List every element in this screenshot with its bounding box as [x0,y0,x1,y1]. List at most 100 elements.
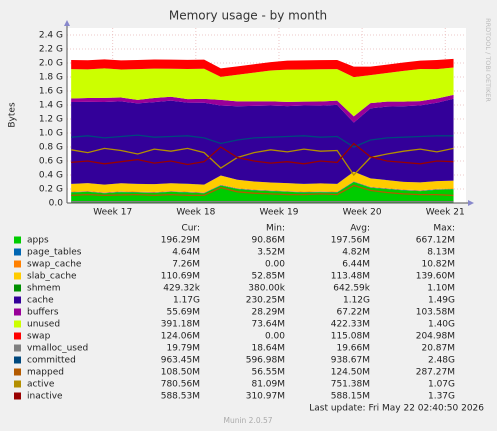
legend-stat: 287.27M [416,368,455,378]
y-tick-label: 1.8 G [39,73,63,83]
y-tick-label: 2.4 G [39,31,63,41]
legend-stat: 20.87M [421,344,455,354]
legend-swatch [14,272,21,280]
y-tick-label: 1.6 G [39,87,63,97]
legend-stat: 196.29M [161,236,200,246]
y-tick-label: 2.2 G [39,45,63,55]
legend-stat: 1.17G [173,296,200,306]
legend-stat: 310.97M [246,392,285,402]
legend-stat: 10.82M [421,260,455,270]
y-tick-label: 1.4 G [39,101,63,111]
legend-stat: 1.49G [428,296,455,306]
side-text: RRDTOOL / TOBI OETIKER [484,18,492,102]
legend-swatch [14,308,21,316]
lines [71,134,454,203]
line-series [71,147,454,177]
legend-swatch [14,356,21,364]
legend-label: mapped [27,368,64,378]
footer: Munin 2.0.57 [223,416,272,425]
legend-stat: 1.37G [428,392,455,402]
legend-label: active [27,380,55,390]
legend-swatch [14,380,21,388]
legend-stat: 380.00k [248,284,285,294]
y-tick-label: 2.0 G [39,59,63,69]
legend-swatch [14,320,21,328]
legend-stat: 1.10M [427,284,455,294]
legend-label: inactive [27,392,63,402]
legend-stat: 124.50M [331,368,370,378]
y-axis-label: Bytes [8,102,18,128]
legend-label: cache [27,296,54,306]
legend-stat: 422.33M [331,320,370,330]
stacked-area [71,67,454,117]
legend-stat: 642.59k [333,284,370,294]
legend-stat: 3.52M [257,248,285,258]
x-tick-label: Week 19 [259,208,298,218]
legend-stat: 8.13M [427,248,455,258]
legend-stat: 115.08M [331,332,370,342]
legend-stat: 588.53M [161,392,200,402]
legend-stat: 139.60M [416,272,455,282]
y-tick-label: 0.8 G [39,143,63,153]
legend-swatch [14,332,21,340]
legend-stat: 4.82M [342,248,370,258]
line-series [71,142,454,166]
legend-swatch [14,260,21,268]
areas [71,58,454,203]
legend-swatch [14,344,21,352]
stacked-area [71,58,454,78]
y-tick-label: 1.2 G [39,115,63,125]
chart-title: Memory usage - by month [169,9,327,23]
y-tick-label: 0.2 G [39,185,63,195]
legend-stat: 0.00 [265,260,285,270]
legend-swatch [14,284,21,292]
x-axis-arrow [468,200,474,206]
legend-stat: 18.64M [251,344,285,354]
legend-stat: 1.40G [428,320,455,330]
legend-stat: 6.44M [342,260,370,270]
legend-label: page_tables [27,248,82,258]
x-tick-label: Week 18 [176,208,215,218]
legend-stat: 19.66M [336,344,370,354]
legend-stat: 67.22M [336,308,370,318]
legend-stat: 429.32k [163,284,200,294]
legend-column-header: Avg: [350,224,370,234]
legend-label: committed [27,356,76,366]
legend-stat: 0.00 [265,332,285,342]
legend-stat: 108.50M [161,368,200,378]
legend-stat: 103.58M [416,308,455,318]
legend-swatch [14,392,21,400]
legend-stat: 110.69M [161,272,200,282]
legend-stat: 73.64M [251,320,285,330]
legend-column-header: Max: [433,224,455,234]
legend-swatch [14,368,21,376]
legend-stat: 90.86M [251,236,285,246]
legend-label: swap_cache [27,260,82,270]
y-tick-label: 1.0 G [39,129,63,139]
x-tick-label: Week 21 [426,208,465,218]
legend-stat: 751.38M [331,380,370,390]
legend-stat: 55.69M [166,308,200,318]
legend-label: slab_cache [27,272,77,282]
legend-stat: 124.06M [161,332,200,342]
y-tick-label: 0.4 G [39,171,63,181]
y-axis-arrow [64,20,70,26]
legend-label: unused [27,320,60,330]
legend-stat: 28.29M [251,308,285,318]
stacked-area [71,171,454,193]
legend-stat: 204.98M [416,332,455,342]
legend-swatch [14,236,21,244]
legend-stat: 197.56M [331,236,370,246]
y-tick-label: 0.0 [49,199,64,209]
legend-column-header: Min: [266,224,285,234]
line-series [71,184,454,197]
legend-label: swap [27,332,51,342]
legend-label: buffers [27,308,59,318]
legend-swatch [14,248,21,256]
legend-label: vmalloc_used [27,344,88,354]
stacked-area [71,94,454,123]
axes [64,20,474,206]
legend-stat: 1.12G [343,296,370,306]
legend-stat: 596.98M [246,356,285,366]
